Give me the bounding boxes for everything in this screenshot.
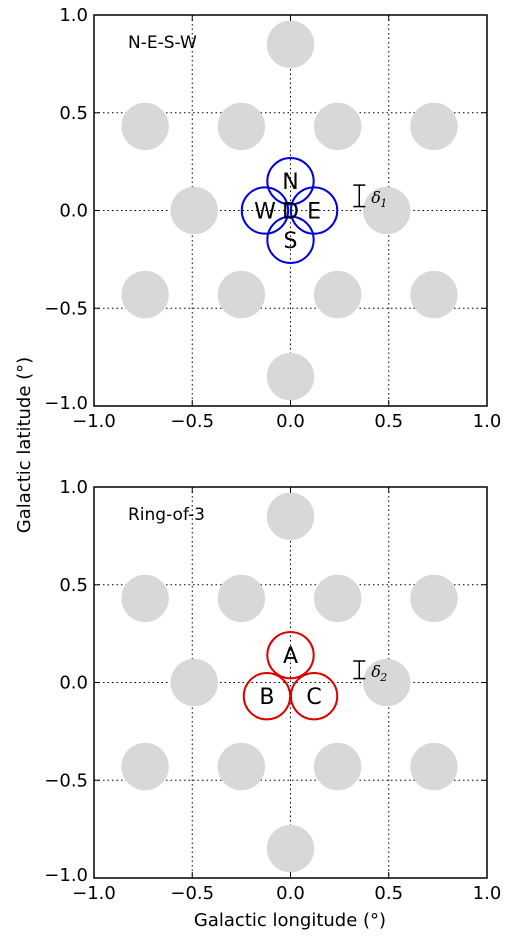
background-beam [266, 824, 315, 873]
pointing-e-label: E [307, 200, 321, 225]
background-beam [217, 574, 266, 623]
pointing-c-circle [289, 671, 339, 721]
x-tick-label: −1.0 [72, 883, 116, 904]
pointing-e-circle [289, 186, 339, 235]
background-beam [266, 20, 315, 69]
background-beam [410, 270, 458, 319]
pointing-a-circle [266, 630, 315, 680]
background-beam [363, 658, 411, 707]
background-beam [313, 270, 362, 319]
y-tick-label: 0.0 [59, 201, 88, 222]
delta-subscript: 1 [380, 197, 387, 210]
x-tick-label: −1.0 [72, 411, 116, 432]
background-beam [313, 742, 362, 791]
x-tick-label: 0.0 [276, 411, 305, 432]
pointing-s-label: S [284, 229, 298, 254]
background-beam [266, 352, 315, 401]
background-beam [410, 742, 458, 791]
delta-label: δ [371, 662, 381, 681]
x-tick-label: −0.5 [170, 411, 214, 432]
y-axis-label: Galactic latitude (°) [14, 357, 35, 533]
x-tick-label: −0.5 [170, 883, 214, 904]
background-beam [170, 186, 218, 235]
background-beam [217, 742, 266, 791]
background-beam [121, 574, 169, 623]
x-tick-label: 1.0 [473, 411, 502, 432]
y-tick-label: 0.5 [59, 575, 88, 596]
background-beam [217, 102, 266, 151]
background-beam [121, 102, 169, 151]
background-beam [410, 574, 458, 623]
pointing-c-label: C [306, 685, 321, 710]
x-tick-label: 1.0 [473, 883, 502, 904]
x-axis-label: Galactic longitude (°) [194, 910, 386, 931]
x-tick-label: 0.0 [276, 883, 305, 904]
background-beam [170, 658, 218, 707]
background-beam [121, 270, 169, 319]
x-tick-label: 0.5 [374, 411, 403, 432]
background-beam [217, 270, 266, 319]
background-beam [266, 492, 315, 541]
y-tick-label: −0.5 [44, 298, 88, 319]
background-beam [363, 186, 411, 235]
pointing-n-circle [266, 156, 315, 206]
y-tick-label: 1.0 [59, 477, 88, 498]
panel-label: N-E-S-W [128, 33, 197, 53]
y-tick-label: −1.0 [44, 393, 88, 414]
x-tick-label: 0.5 [374, 883, 403, 904]
pointing-a-label: A [283, 644, 298, 669]
y-tick-label: −0.5 [44, 770, 88, 791]
pointing-n-label: N [282, 170, 298, 195]
pointing-s-circle [266, 215, 315, 265]
background-beam [410, 102, 458, 151]
background-beam [313, 102, 362, 151]
y-tick-label: −1.0 [44, 865, 88, 886]
pointing-w-circle [240, 186, 290, 235]
y-tick-label: 0.5 [59, 103, 88, 124]
y-tick-label: 0.0 [59, 673, 88, 694]
pointing-b-label: B [259, 685, 274, 710]
background-beam [313, 574, 362, 623]
delta-subscript: 2 [379, 671, 387, 684]
panel-label: Ring-of-3 [128, 505, 205, 525]
delta-label: δ [371, 188, 381, 207]
y-tick-label: 1.0 [59, 5, 88, 26]
pointing-d-label: D [282, 200, 299, 225]
panel-bottom: AB Cδ 2 −1.0−1.0 −0.5 −0.5 0.0 0.0 0.5 0.5 1.0 1.0 R… [44, 477, 501, 904]
pointing-w-label: W [254, 200, 276, 225]
background-beam [121, 742, 169, 791]
